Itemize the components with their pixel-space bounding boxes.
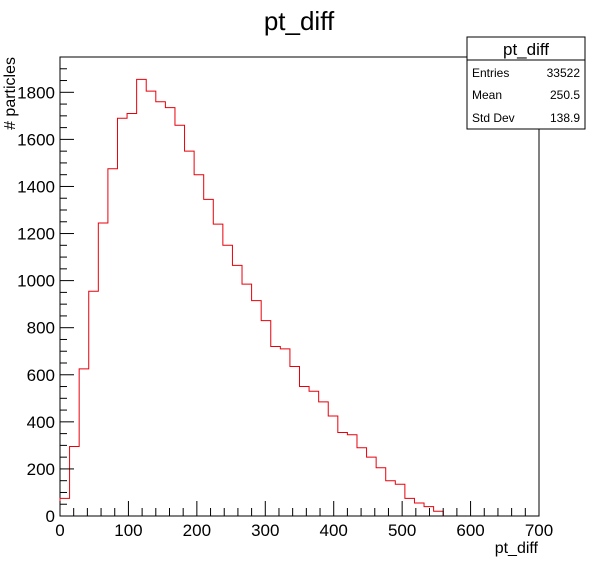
stats-entries-label: Entries [472, 66, 509, 80]
plot-frame [59, 56, 540, 517]
x-tick-label: 500 [388, 521, 416, 540]
chart-title: pt_diff [264, 6, 335, 36]
stats-mean-value: 250.5 [550, 88, 580, 102]
y-tick-label: 1200 [17, 225, 55, 244]
stats-entries-value: 33522 [547, 66, 581, 80]
stats-box: pt_diff Entries 33522 Mean 250.5 Std Dev… [466, 36, 586, 130]
x-axis: 0 100 200 300 400 500 600 700 [55, 501, 553, 540]
x-tick-label: 200 [183, 521, 211, 540]
y-tick-label: 800 [27, 319, 55, 338]
stats-box-frame [466, 36, 586, 130]
stats-box-title: pt_diff [503, 40, 549, 59]
y-tick-label: 600 [27, 366, 55, 385]
y-axis-title: # particles [2, 57, 19, 130]
stats-stddev-label: Std Dev [472, 111, 515, 125]
y-axis: 0 200 400 600 800 1000 1200 1400 1600 1800 [17, 56, 74, 526]
x-tick-label: 100 [114, 521, 142, 540]
x-tick-label: 0 [55, 521, 64, 540]
x-axis-title: pt_diff [495, 540, 539, 557]
stats-mean-label: Mean [472, 88, 502, 102]
x-tick-label: 700 [525, 521, 553, 540]
y-tick-label: 1600 [17, 130, 55, 149]
y-tick-label: 1000 [17, 272, 55, 291]
y-tick-label: 200 [27, 460, 55, 479]
y-tick-label: 400 [27, 413, 55, 432]
histogram-line [59, 78, 444, 516]
x-tick-label: 300 [251, 521, 279, 540]
stats-stddev-value: 138.9 [550, 111, 580, 125]
y-tick-label: 1800 [17, 83, 55, 102]
x-tick-label: 400 [320, 521, 348, 540]
y-tick-label: 1400 [17, 177, 55, 196]
y-tick-label: 0 [46, 507, 55, 526]
x-tick-label: 600 [456, 521, 484, 540]
